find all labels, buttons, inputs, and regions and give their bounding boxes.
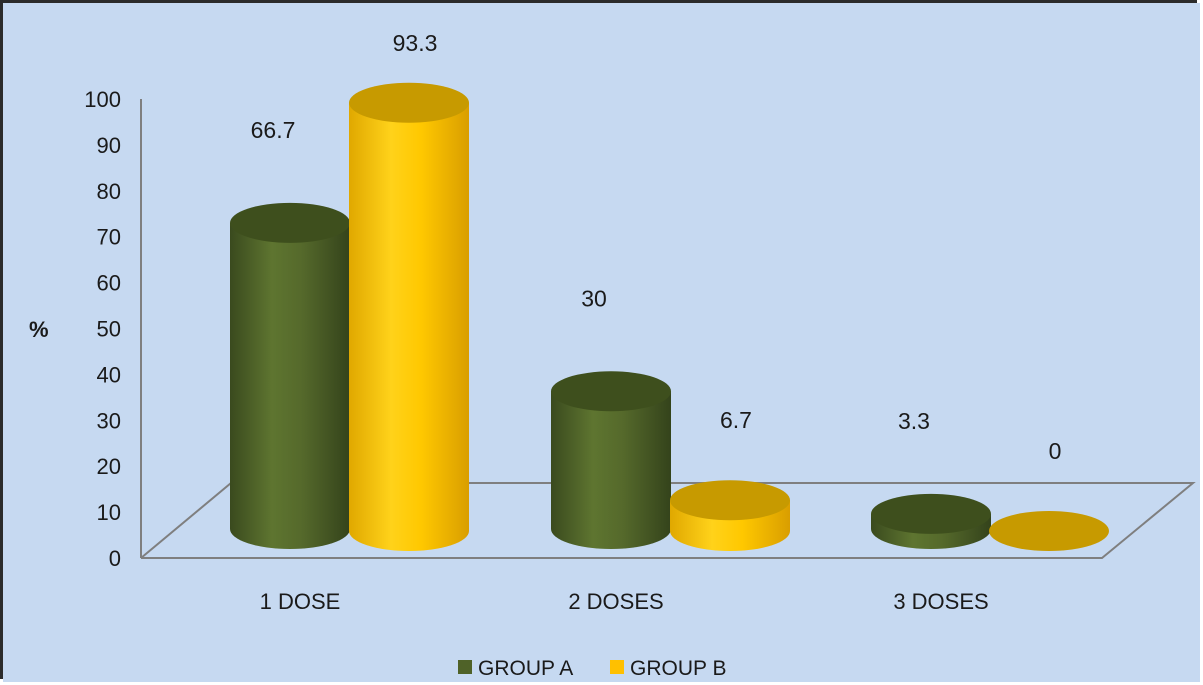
legend-label: GROUP A: [478, 657, 573, 680]
bar: [349, 82, 469, 552]
y-axis-label: %: [29, 317, 49, 342]
chart-background: [3, 3, 1200, 682]
bar-top: [551, 371, 671, 412]
bar-top: [670, 480, 790, 521]
legend-swatch: [458, 660, 472, 674]
data-label: 93.3: [393, 30, 438, 56]
bar-body: [230, 222, 350, 550]
y-tick-label: 30: [97, 408, 121, 433]
data-label: 6.7: [720, 407, 752, 433]
chart-floor: [140, 482, 1196, 559]
y-tick-label: 100: [84, 87, 121, 112]
y-tick-label: 70: [97, 225, 121, 250]
bar-body: [551, 391, 671, 549]
y-tick-label: 80: [97, 179, 121, 204]
data-label: 0: [1049, 438, 1062, 464]
bar: [871, 493, 991, 549]
y-tick-label: 50: [97, 317, 121, 342]
bar-top: [349, 82, 469, 123]
y-tick-label: 60: [97, 271, 121, 296]
bar-chart: 0 10 20 30 40 50 60 70 80 90 100 1 DOSE 2 DOSES 3 DOS…: [3, 3, 1200, 682]
y-tick-label: 40: [97, 362, 121, 387]
bar-top: [989, 511, 1109, 551]
bar-top: [871, 493, 991, 534]
x-category-label: 1 DOSE: [260, 589, 341, 614]
data-label: 30: [581, 285, 607, 311]
x-category-label: 2 DOSES: [568, 589, 663, 614]
y-tick-label: 20: [97, 454, 121, 479]
legend-label: GROUP B: [630, 657, 726, 680]
legend: GROUP A GROUP B: [458, 657, 726, 680]
data-label: 66.7: [251, 117, 296, 143]
bar-top: [230, 202, 350, 243]
bar-body: [349, 102, 469, 552]
x-category-label: 3 DOSES: [893, 589, 988, 614]
bar: [670, 480, 790, 551]
y-tick-label: 10: [97, 500, 121, 525]
bar: [551, 371, 671, 549]
y-tick-label: 90: [97, 133, 121, 158]
legend-swatch: [610, 660, 624, 674]
data-label: 3.3: [898, 408, 930, 434]
bar: [230, 202, 350, 550]
y-tick-label: 0: [109, 546, 121, 571]
bar: [989, 511, 1109, 551]
